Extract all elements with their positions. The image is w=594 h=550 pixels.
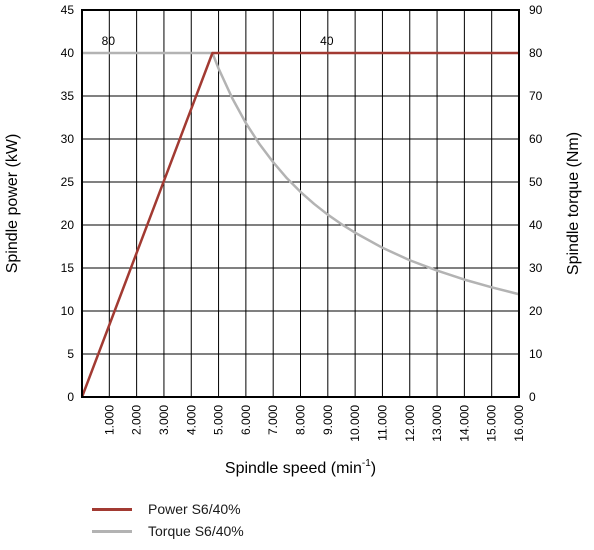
x-tick-label: 14.000: [457, 405, 471, 442]
legend-swatch-torque: [92, 529, 132, 533]
x-tick-label: 6.000: [239, 405, 253, 435]
legend-item-torque: Torque S6/40%: [92, 520, 244, 542]
y-left-tick-label: 40: [61, 46, 75, 60]
y-right-tick-label: 0: [529, 390, 536, 404]
x-tick-label: 1.000: [102, 405, 116, 435]
x-tick-label: 9.000: [321, 405, 335, 435]
x-tick-label: 16.000: [512, 405, 526, 442]
y-left-tick-label: 15: [61, 261, 75, 275]
x-tick-label: 11.000: [375, 405, 389, 441]
x-tick-label: 7.000: [266, 405, 280, 435]
y-axis-left-label: Spindle power (kW): [4, 134, 21, 274]
legend-item-power: Power S6/40%: [92, 498, 244, 520]
x-tick-label: 3.000: [157, 405, 171, 435]
y-right-tick-label: 30: [529, 261, 543, 275]
x-tick-label: 5.000: [212, 405, 226, 435]
x-tick-label: 13.000: [430, 405, 444, 442]
legend-label-power: Power S6/40%: [148, 501, 241, 517]
chart-annotations: 80 40: [102, 34, 334, 48]
x-tick-label: 15.000: [485, 405, 499, 442]
y-right-tick-label: 60: [529, 132, 543, 146]
chart-series: [80, 51, 520, 398]
x-tick-label: 10.000: [348, 405, 362, 442]
y-right-tick-label: 50: [529, 175, 543, 189]
power-series-line: [80, 51, 519, 398]
y-left-tick-label: 10: [61, 304, 75, 318]
y-right-tick-label: 80: [529, 46, 543, 60]
x-tick-label: 12.000: [403, 405, 417, 442]
curve-annotation: 80: [102, 34, 116, 48]
y-axis-right-label: Spindle torque (Nm): [565, 132, 582, 275]
y-left-tick-label: 0: [67, 390, 74, 404]
curve-annotation: 40: [320, 34, 334, 48]
torque-series-line: [82, 51, 520, 296]
y-right-tick-label: 70: [529, 89, 543, 103]
y-left-tick-label: 45: [61, 3, 75, 17]
y-left-tick-label: 5: [67, 347, 74, 361]
y-left-tick-label: 35: [61, 89, 75, 103]
chart-legend: Power S6/40% Torque S6/40%: [92, 498, 244, 542]
legend-label-torque: Torque S6/40%: [148, 523, 244, 539]
x-axis-label-main: Spindle speed (min: [225, 460, 362, 477]
plot-frame: [81, 9, 520, 398]
x-axis-label: Spindle speed (min-1): [225, 458, 376, 477]
x-tick-label: 8.000: [294, 405, 308, 435]
y-left-tick-label: 30: [61, 132, 75, 146]
y-left-tick-label: 20: [61, 218, 75, 232]
y-right-tick-label: 10: [529, 347, 543, 361]
tick-labels: 0 5 10 15 20 25 30 35 40 45 0 10 20 30 40 50 60 70 80 90 1.0…: [61, 3, 543, 442]
x-tick-label: 2.000: [130, 405, 144, 435]
y-left-tick-label: 25: [61, 175, 75, 189]
y-right-tick-label: 40: [529, 218, 543, 232]
x-tick-label: 4.000: [184, 405, 198, 435]
chart-grid: [82, 9, 520, 398]
legend-swatch-power: [92, 507, 132, 511]
y-right-tick-label: 90: [529, 3, 543, 17]
x-axis-label-close: ): [371, 460, 376, 477]
y-right-tick-label: 20: [529, 304, 543, 318]
x-axis-label-sup: -1: [362, 458, 371, 469]
